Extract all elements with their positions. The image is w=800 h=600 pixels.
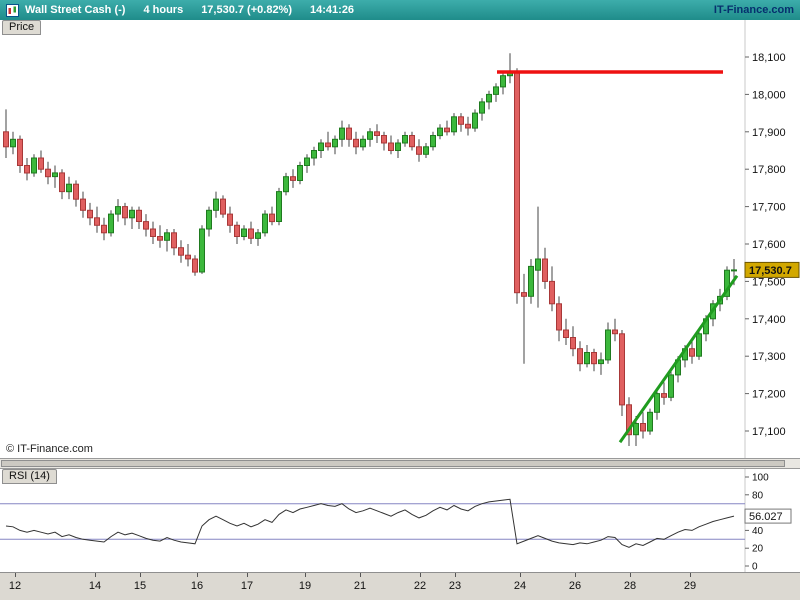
time-axis-label: 29: [683, 580, 697, 592]
time-axis-label: 24: [513, 580, 527, 592]
tab-price[interactable]: Price: [2, 20, 42, 35]
time-tick: [630, 573, 631, 577]
svg-text:0: 0: [752, 562, 758, 573]
svg-text:18,000: 18,000: [752, 89, 786, 101]
timeframe-label: 4 hours: [143, 4, 184, 16]
brand-logo: IT-Finance.com: [713, 4, 794, 16]
scrollbar-thumb[interactable]: [1, 460, 785, 467]
last-price-label: 17,530.7: [744, 261, 800, 278]
clock: 14:41:26: [310, 4, 355, 16]
time-axis-label: 16: [190, 580, 204, 592]
price-axis[interactable]: 18,100 18,000 17,900 17,800 17,700 17,600 17,5…: [745, 52, 786, 438]
time-tick: [95, 573, 96, 577]
price-plot-area[interactable]: 18,100 18,000 17,900 17,800 17,700 17,600 17,5…: [0, 20, 800, 458]
rsi-chart[interactable]: RSI (14) 10080604020056.027: [0, 469, 800, 573]
time-tick: [197, 573, 198, 577]
instrument-name: Wall Street Cash (-): [25, 4, 126, 16]
svg-text:17,530.7: 17,530.7: [749, 265, 792, 277]
svg-text:17,600: 17,600: [752, 239, 786, 251]
time-tick: [520, 573, 521, 577]
time-tick: [455, 573, 456, 577]
last-quote: 17,530.7 (+0.82%): [201, 4, 293, 16]
svg-text:17,500: 17,500: [752, 276, 786, 288]
time-axis-label: 19: [298, 580, 312, 592]
time-tick: [690, 573, 691, 577]
time-axis-label: 17: [240, 580, 254, 592]
svg-text:80: 80: [752, 490, 764, 501]
time-tick: [360, 573, 361, 577]
chart-icon: [6, 3, 19, 17]
time-tick: [140, 573, 141, 577]
svg-text:18,100: 18,100: [752, 52, 786, 64]
time-axis-label: 22: [413, 580, 427, 592]
tab-rsi[interactable]: RSI (14): [2, 469, 57, 484]
time-axis-label: 26: [568, 580, 582, 592]
title-bar: Wall Street Cash (-) 4 hours 17,530.7 (+…: [0, 0, 800, 20]
time-tick: [575, 573, 576, 577]
svg-text:17,200: 17,200: [752, 389, 786, 401]
time-axis-label: 21: [353, 580, 367, 592]
rsi-plot-area[interactable]: 10080604020056.027: [0, 469, 800, 573]
time-axis[interactable]: 12 14 15 16 17 19 21 22 23 24 26 28 29: [0, 572, 800, 600]
svg-text:17,900: 17,900: [752, 127, 786, 139]
time-tick: [420, 573, 421, 577]
price-chart[interactable]: Price 18,100 18,000 17,900 17,800 17,700 17,6…: [0, 20, 800, 458]
svg-text:100: 100: [752, 473, 769, 484]
time-tick: [305, 573, 306, 577]
time-axis-label: 15: [133, 580, 147, 592]
candlesticks: [3, 53, 737, 446]
trend-line[interactable]: [618, 274, 739, 444]
svg-text:17,700: 17,700: [752, 202, 786, 214]
svg-text:17,100: 17,100: [752, 426, 786, 438]
watermark: © IT-Finance.com: [6, 443, 93, 455]
rsi-reference-lines: [0, 503, 745, 540]
time-axis-label: 23: [448, 580, 462, 592]
svg-text:17,800: 17,800: [752, 164, 786, 176]
svg-text:56.027: 56.027: [749, 511, 783, 523]
rsi-value-label: 56.027: [744, 508, 792, 524]
svg-text:17,400: 17,400: [752, 314, 786, 326]
svg-text:17,300: 17,300: [752, 351, 786, 363]
svg-text:40: 40: [752, 526, 764, 537]
svg-text:20: 20: [752, 544, 764, 555]
time-axis-label: 28: [623, 580, 637, 592]
time-axis-label: 14: [88, 580, 102, 592]
rsi-line: [5, 498, 735, 548]
time-axis-label: 12: [8, 580, 22, 592]
time-tick: [247, 573, 248, 577]
horizontal-scrollbar[interactable]: [0, 458, 800, 469]
time-tick: [15, 573, 16, 577]
